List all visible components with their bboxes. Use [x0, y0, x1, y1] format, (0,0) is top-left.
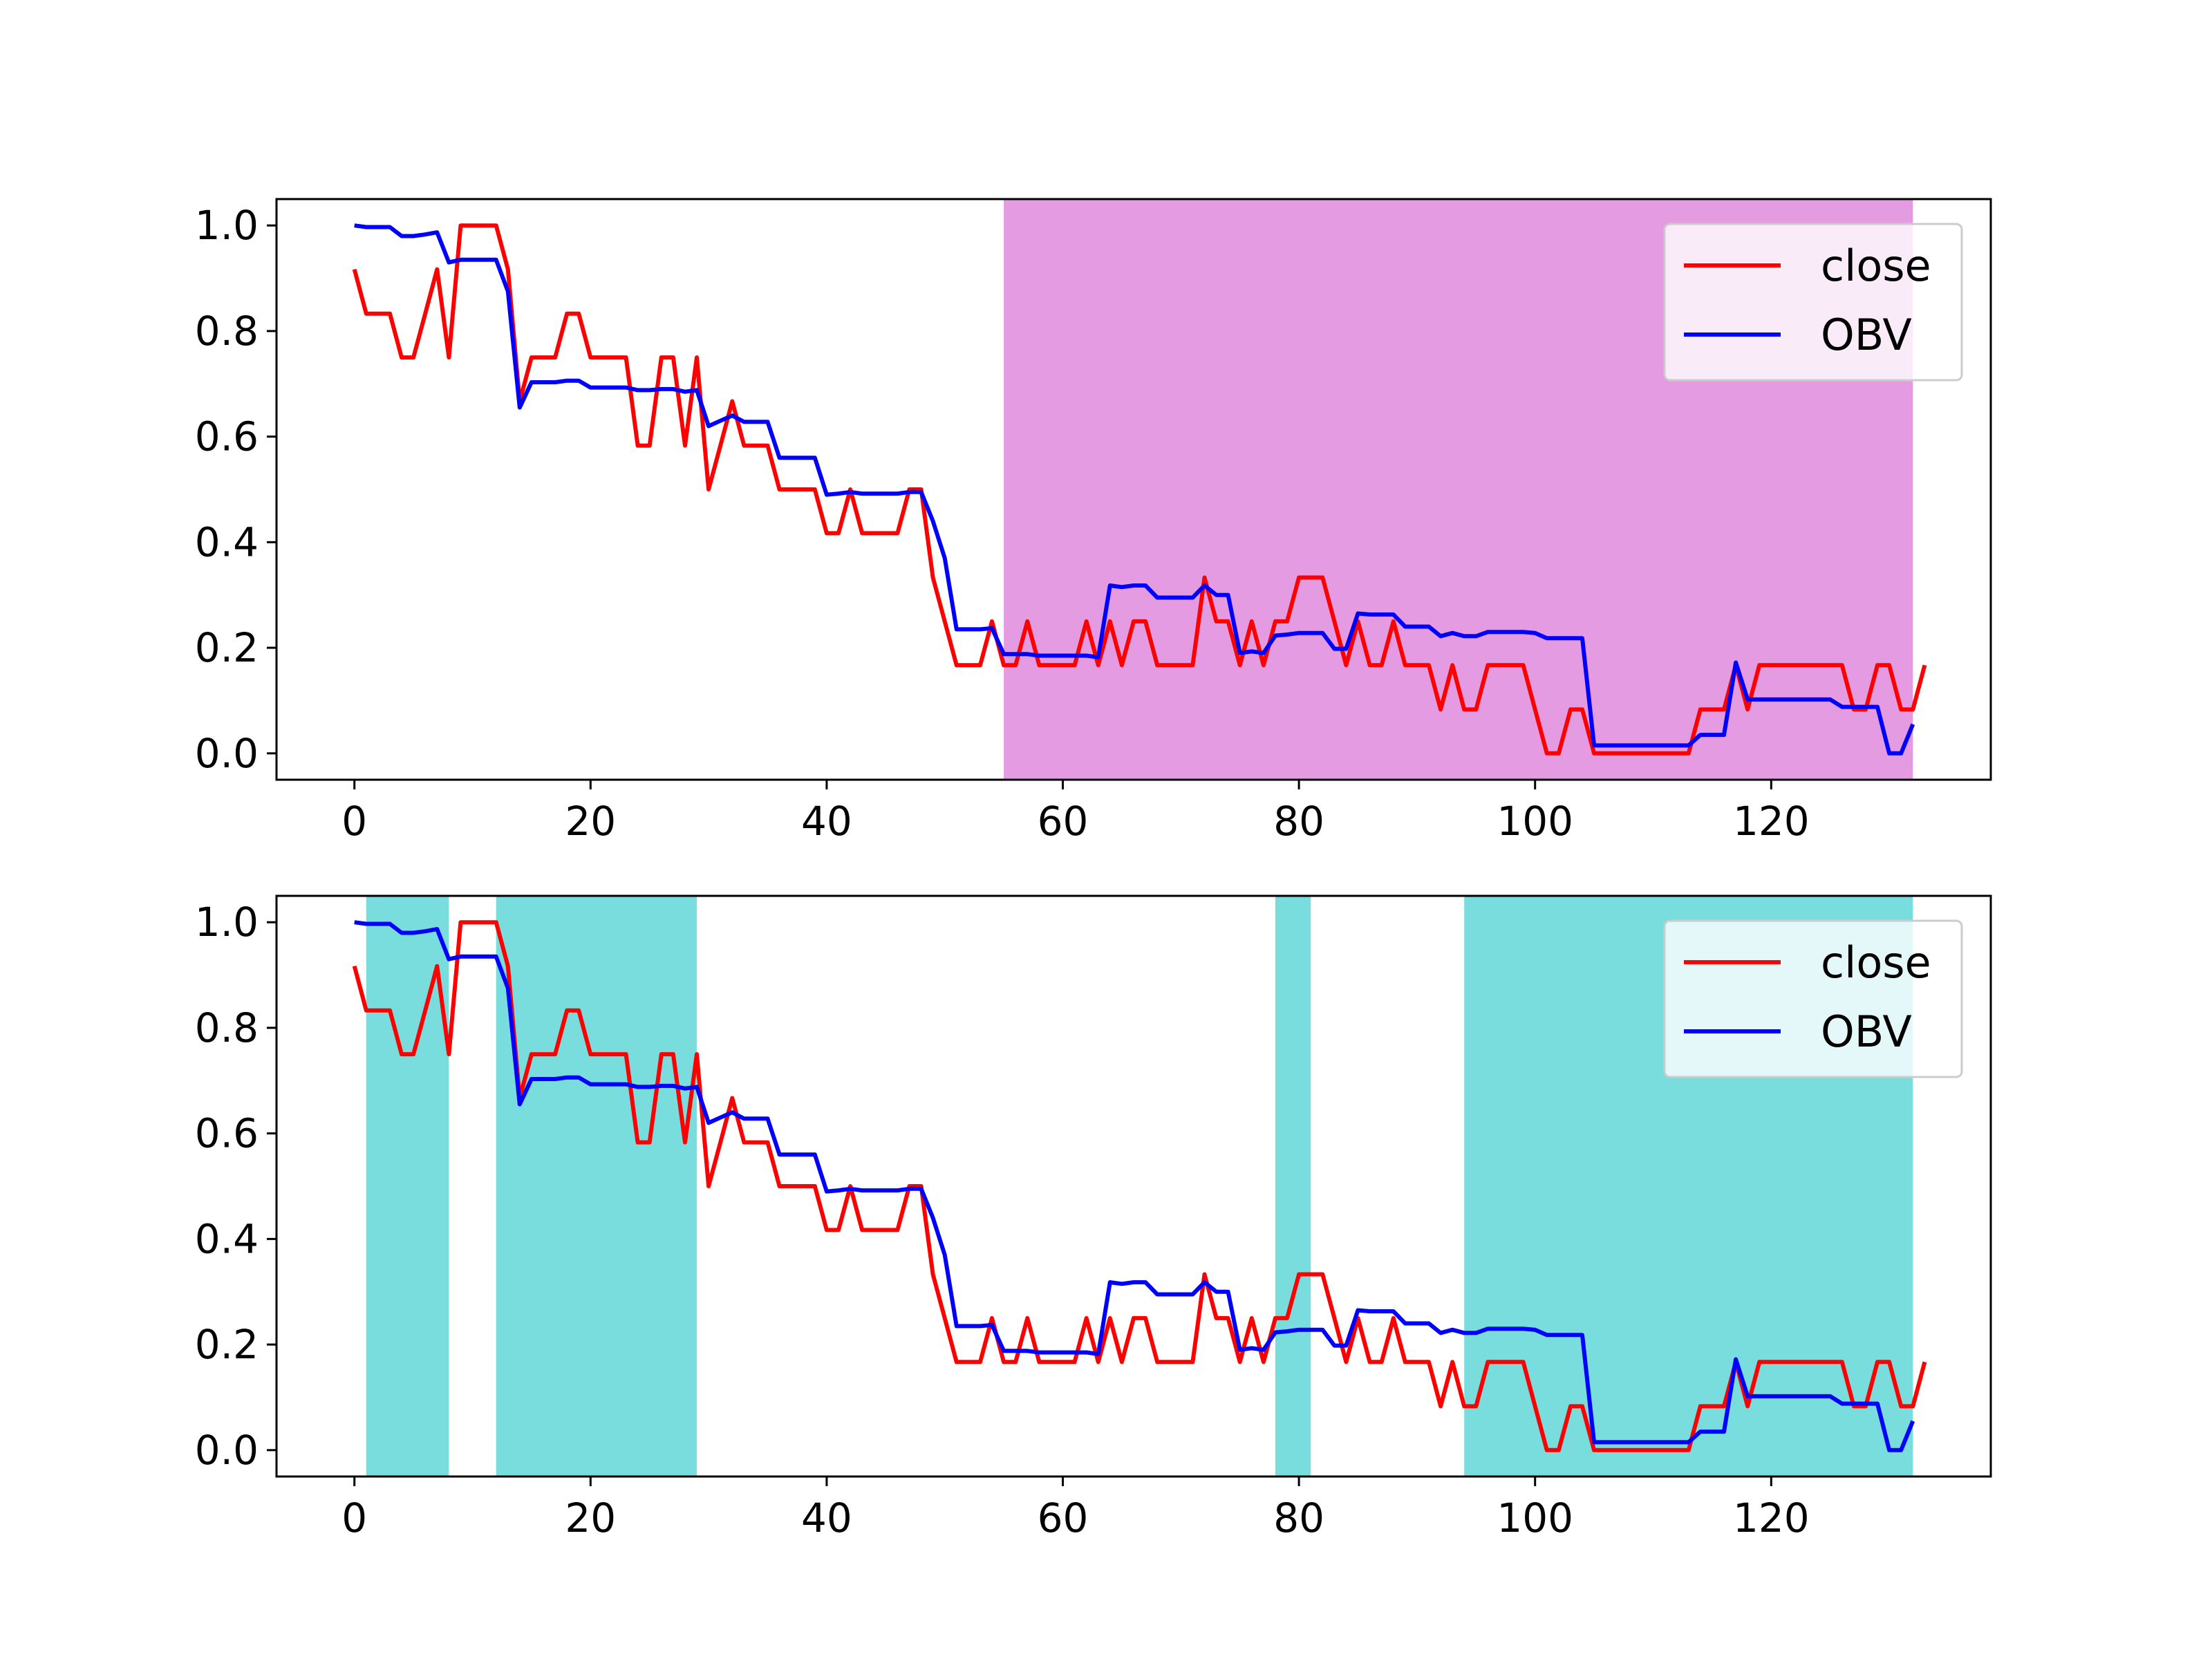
- legend-label-obv: OBV: [1821, 310, 1912, 360]
- x-tick-label: 60: [1038, 1494, 1089, 1541]
- y-tick-label: 0.6: [195, 1110, 259, 1157]
- highlight-span-2: [1275, 896, 1311, 1477]
- legend-label-close: close: [1821, 241, 1931, 291]
- legend-box: [1663, 919, 1963, 1078]
- legend: close OBV: [1663, 223, 1963, 382]
- chart-panel-bottom: 0 20 40 60 80 100 120 0.0 0.2 0.4 0.6 0.8 1.0 close OB…: [195, 894, 1992, 1541]
- series-line-obv: [354, 223, 1915, 756]
- y-tick-label: 0.8: [195, 308, 259, 355]
- x-tick-label: 120: [1733, 798, 1810, 845]
- axes-frame: [275, 894, 1992, 1478]
- highlight-span-1: [496, 896, 697, 1477]
- y-tick-label: 0.2: [195, 1321, 259, 1368]
- chart-panel-top: 0 20 40 60 80 100 120 0.0 0.2 0.4 0.6 0.8 1.0 close OB…: [195, 198, 1992, 845]
- x-tick-label: 40: [801, 798, 852, 845]
- x-tick-label: 80: [1273, 798, 1324, 845]
- highlight-span-0: [366, 896, 449, 1477]
- x-tick-label: 100: [1497, 798, 1573, 845]
- x-tick-label: 20: [565, 1494, 616, 1541]
- series-line-obv: [354, 920, 1915, 1452]
- legend-label-close: close: [1821, 937, 1931, 988]
- y-tick-label: 1.0: [195, 202, 259, 249]
- y-tick-label: 1.0: [195, 899, 259, 946]
- axes-frame: [275, 198, 1992, 781]
- x-tick-label: 0: [341, 798, 367, 845]
- x-tick-label: 0: [341, 1494, 367, 1541]
- y-tick-label: 0.8: [195, 1004, 259, 1051]
- x-tick-label: 120: [1733, 1494, 1810, 1541]
- x-tick-label: 40: [801, 1494, 852, 1541]
- y-tick-label: 0.0: [195, 730, 259, 777]
- y-tick-label: 0.6: [195, 413, 259, 460]
- x-tick-label: 100: [1497, 1494, 1573, 1541]
- y-tick-label: 0.4: [195, 518, 259, 565]
- x-tick-label: 80: [1273, 1494, 1324, 1541]
- y-tick-label: 0.0: [195, 1427, 259, 1474]
- x-tick-label: 20: [565, 798, 616, 845]
- series-line-close: [352, 920, 1927, 1452]
- legend: close OBV: [1663, 919, 1963, 1078]
- y-tick-label: 0.2: [195, 624, 259, 671]
- x-tick-label: 60: [1038, 798, 1089, 845]
- legend-box: [1663, 223, 1963, 382]
- series-line-close: [352, 223, 1927, 756]
- legend-label-obv: OBV: [1821, 1006, 1912, 1057]
- y-tick-label: 0.4: [195, 1215, 259, 1262]
